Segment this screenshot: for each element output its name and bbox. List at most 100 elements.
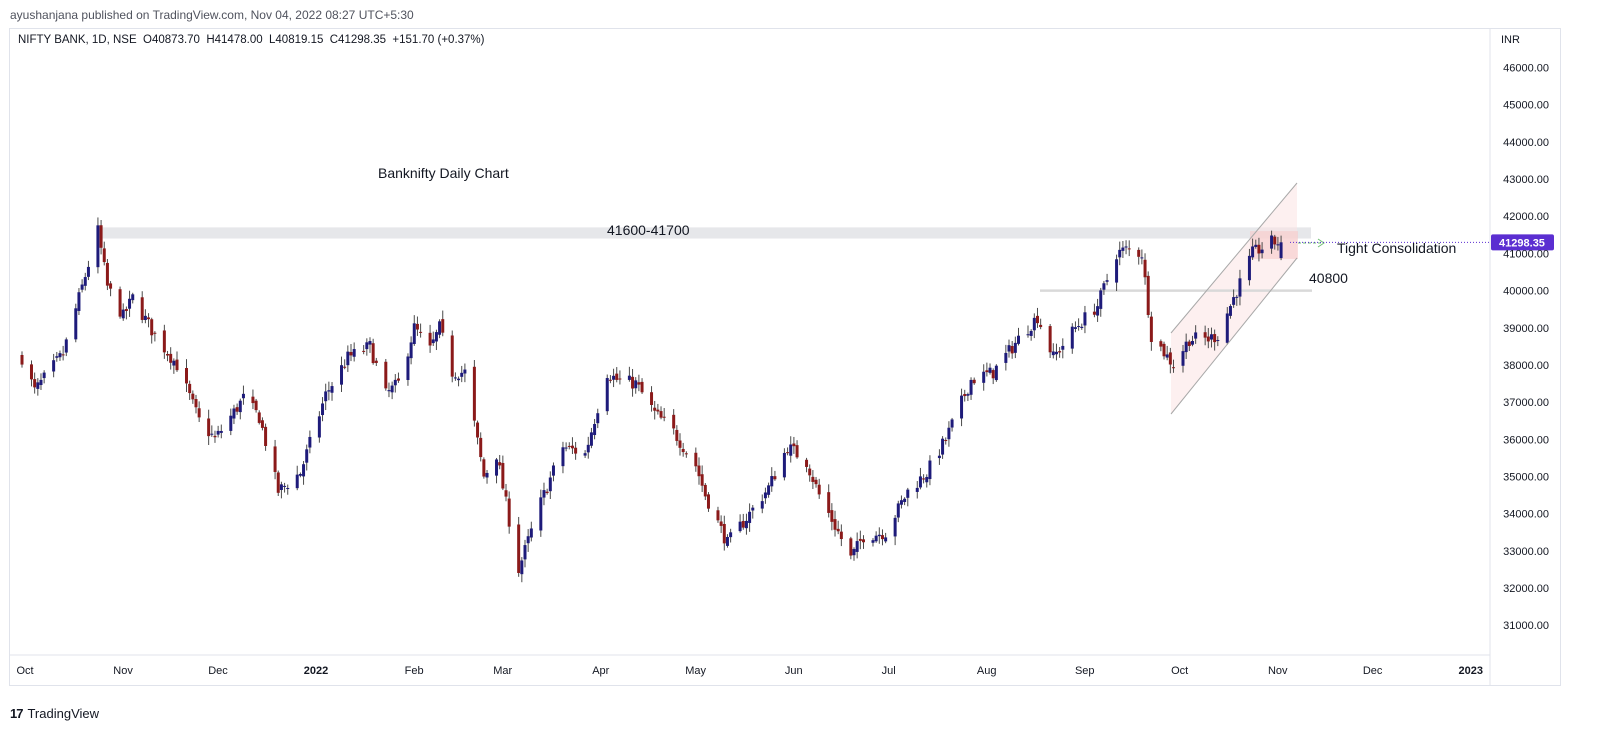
candle (1054, 343, 1058, 361)
candle (52, 353, 56, 378)
candle (207, 409, 211, 446)
time-tick-label: Oct (16, 665, 33, 677)
candle (1039, 318, 1043, 330)
candle (482, 457, 486, 479)
candle-body (1017, 335, 1021, 344)
candle-body (631, 376, 635, 389)
candle-body (86, 266, 90, 277)
candle-body (172, 360, 176, 366)
candle-body (1232, 297, 1236, 305)
candle-body (716, 510, 720, 521)
candle-body (539, 497, 543, 531)
candle-body (694, 452, 698, 467)
candle (485, 469, 489, 484)
candle-body (520, 560, 524, 575)
overlays: 41298.35 (1170, 182, 1554, 415)
candle-body (241, 393, 245, 399)
candle (944, 437, 948, 445)
candle-body (1118, 249, 1122, 258)
candle-body (925, 476, 929, 483)
candle-body (814, 479, 818, 485)
candle (1137, 247, 1141, 265)
candle (1073, 321, 1077, 333)
candle-body (966, 394, 970, 396)
candle-body (874, 535, 878, 542)
candle (1083, 305, 1087, 334)
candle-body (55, 356, 59, 358)
candle (238, 398, 242, 420)
candle (706, 492, 710, 512)
candle-body (852, 549, 856, 556)
candle (1279, 235, 1283, 261)
candle-body (1061, 345, 1065, 350)
candle-body (438, 321, 442, 335)
candle (324, 383, 328, 411)
candle-body (1184, 341, 1188, 353)
candle (675, 425, 679, 446)
candle (140, 291, 144, 324)
candle-body (434, 332, 438, 342)
candle-body (960, 395, 964, 419)
candle (172, 358, 176, 374)
candle-body (472, 366, 476, 421)
candle-body (482, 459, 486, 477)
candle-body (1273, 236, 1277, 245)
candle-body (1279, 242, 1283, 259)
time-tick-label: Jul (882, 665, 896, 677)
candle-body (817, 484, 821, 495)
candle (153, 331, 157, 342)
candle (640, 378, 644, 394)
candle (33, 372, 37, 394)
candle-body (950, 419, 954, 428)
candle-body (545, 491, 549, 494)
candle-body (324, 391, 328, 402)
candle (748, 503, 752, 532)
candle-body (460, 372, 464, 377)
candle-body (504, 490, 508, 497)
candle (612, 368, 616, 388)
candle-body (1251, 246, 1255, 258)
candle (194, 394, 198, 414)
candle-body (773, 476, 777, 480)
candle (1168, 347, 1172, 374)
candle-body (279, 484, 283, 490)
candle-body (1213, 334, 1217, 343)
candle (1032, 313, 1036, 339)
candle-body (368, 341, 372, 345)
candle (495, 457, 499, 484)
candle-body (140, 297, 144, 320)
tradingview-logo[interactable]: 17 TradingView (10, 706, 99, 721)
candle-body (839, 531, 843, 540)
time-tick-label: Oct (1171, 665, 1188, 677)
candle (349, 344, 353, 362)
candle (254, 398, 258, 413)
price-tick-label: 45000.00 (1503, 100, 1549, 112)
candle (365, 338, 369, 356)
candle-body (918, 476, 922, 488)
candle (1070, 323, 1074, 354)
candle-body (476, 422, 480, 438)
candle-body (485, 472, 489, 478)
candle (574, 441, 578, 460)
candle-body (419, 331, 423, 333)
candle-body (827, 492, 831, 513)
candle-body (1080, 326, 1084, 329)
candle-body (849, 538, 853, 556)
candle-body (207, 418, 211, 437)
candle-body (608, 379, 612, 381)
candle (406, 353, 410, 386)
candle (792, 436, 796, 454)
candle (143, 309, 147, 324)
candle (874, 531, 878, 543)
candle-body (1238, 278, 1242, 297)
candle-body (985, 370, 989, 373)
candle (1206, 328, 1210, 349)
candle-body (124, 309, 128, 312)
time-tick-label: Dec (1363, 665, 1383, 677)
candle-body (574, 447, 578, 454)
candle (434, 329, 438, 351)
candle-body (52, 360, 56, 372)
candle-body (1254, 244, 1258, 247)
candle (899, 495, 903, 509)
